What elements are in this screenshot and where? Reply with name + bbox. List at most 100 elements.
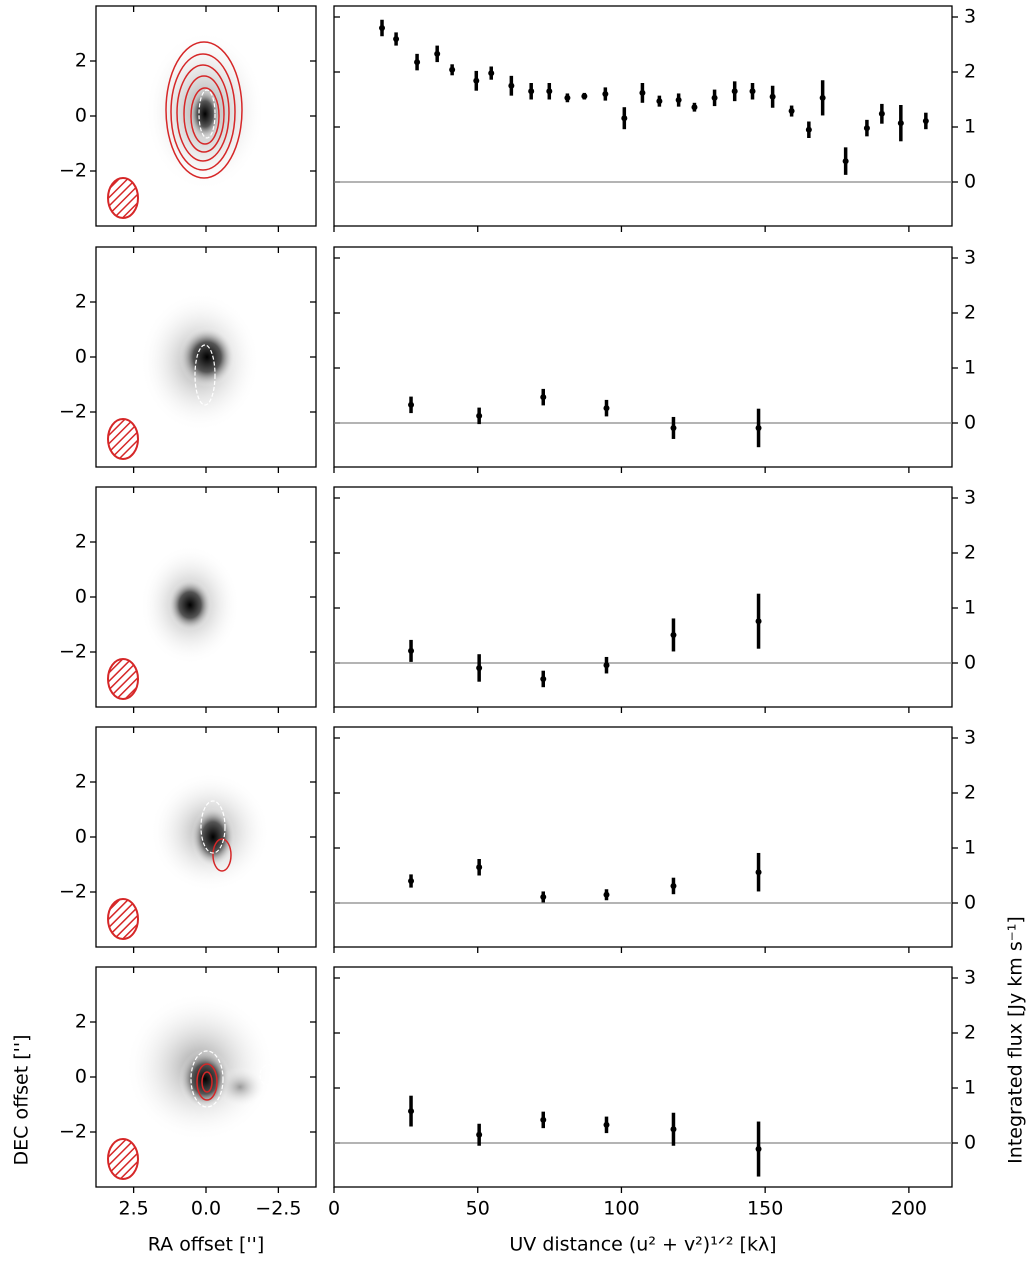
y-tick-label: 3 [964,967,976,989]
y-tick-label: −2 [59,641,87,663]
data-point [408,401,415,408]
beam [107,658,139,700]
y-tick-label: −2 [59,160,87,182]
emission [215,1067,265,1107]
plot-panel: 0 1 2 3 [333,246,976,473]
y-tick-label: 1 [964,837,976,859]
y-tick-label: 2 [75,1011,87,1033]
y-tick-label: 2 [75,771,87,793]
image-panel: −2 0 2 [59,246,317,473]
data-point [675,97,682,104]
y-tick-label: 0 [75,105,87,127]
dashed-contour [198,89,216,139]
data-point [788,108,795,115]
y-tick-label: 1 [964,357,976,379]
data-point [621,115,628,122]
data-point [540,394,547,401]
data-point [434,50,441,57]
data-point [476,864,483,871]
data-point [878,110,885,117]
y-tick-label: 2 [964,782,976,804]
data-point [393,36,400,42]
data-point [755,1146,762,1153]
contour [201,1071,213,1093]
y-tick-label: 3 [964,247,976,269]
data-point [476,664,483,671]
beam [107,898,139,940]
y-axis-label: Integrated flux [Jy km s⁻¹] [1005,916,1027,1164]
data-point [602,91,609,97]
image-panel: −2 0 2 [59,726,317,953]
emission [191,807,235,867]
y-tick-label: 2 [75,50,87,72]
y-tick-label: 0 [75,586,87,608]
frame [333,966,953,1188]
contour [196,1063,218,1101]
image [107,545,240,700]
frame [333,486,953,708]
y-tick-label: 0 [75,1066,87,1088]
data-point [842,158,849,165]
y-tick-label: 0 [964,1132,976,1154]
data-point [603,891,610,898]
data-point [731,88,738,95]
data-point [805,126,812,133]
dashed-contour [194,344,216,406]
x-tick-label: 0.0 [191,1198,221,1220]
y-tick-label: 2 [964,302,976,324]
plot-panel: 0 1 2 3 [333,5,976,232]
data-point [476,412,483,419]
y-tick-label: 2 [964,1022,976,1044]
data-point [540,893,547,900]
data-point [476,1131,483,1138]
image-panel: 2.5 0.0 −2.5 −2 0 2 RA offset [''] DEC offset [… [11,966,317,1256]
data-point [414,59,421,66]
image [107,292,260,460]
y-tick-label: 3 [964,727,976,749]
contour [176,64,230,162]
y-axis-label: DEC offset [''] [11,1034,33,1165]
data-point [639,89,646,96]
data-point [488,70,495,77]
y-tick-label: 2 [75,291,87,313]
data-point [670,1126,677,1133]
data-point [755,618,762,625]
data-point [528,88,535,95]
data-point [656,98,663,105]
data-point [711,94,718,101]
data-point [922,117,929,124]
data-point [749,88,756,95]
image [107,772,270,940]
data-point [603,1121,610,1128]
y-tick-label: 0 [75,346,87,368]
y-tick-label: 0 [964,652,976,674]
dashed-contour [259,1064,277,1086]
data-point [540,1116,547,1123]
data-point [819,94,826,101]
contour [183,75,225,153]
x-axis-label: RA offset [''] [148,1234,265,1256]
data-point [379,25,386,31]
plot-panel: 0 1 2 3 [333,486,976,713]
emission [179,327,235,387]
x-axis-label: UV distance (u² + v²)¹ᐟ² [kλ] [509,1234,776,1256]
data-point [449,66,456,73]
frame [333,726,953,948]
y-tick-label: 0 [964,171,976,193]
x-tick-label: −2.5 [255,1198,301,1220]
image-panel: −2 0 2 [59,486,317,713]
y-tick-label: 2 [964,61,976,83]
image-panel: −2 0 2 [59,5,317,232]
frame [333,246,953,468]
x-tick-label: 0 [328,1198,340,1220]
dashed-contour [200,800,226,854]
x-tick-label: 2.5 [119,1198,149,1220]
beam [107,177,139,219]
y-tick-label: 1 [964,116,976,138]
y-tick-label: 0 [964,892,976,914]
y-tick-label: 0 [75,826,87,848]
data-point [670,631,677,638]
frame [333,5,953,227]
contour [165,41,243,179]
